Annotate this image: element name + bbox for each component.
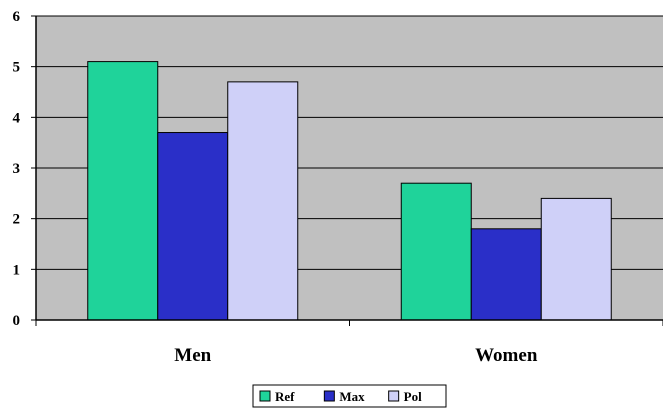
legend-label-max: Max — [339, 389, 365, 404]
axes — [31, 15, 663, 326]
legend-swatch-ref — [259, 390, 271, 402]
y-tick-label: 4 — [13, 110, 21, 126]
bar-max-men — [157, 132, 229, 321]
bar-ref-men — [87, 61, 159, 321]
legend-swatch-max — [323, 390, 335, 402]
y-tick-label: 0 — [13, 313, 21, 329]
category-label-women: Women — [475, 345, 538, 366]
y-tick-label: 1 — [13, 262, 21, 278]
y-tick-labels: 0 1 2 3 4 5 6 — [13, 9, 21, 329]
legend: Ref Max Pol — [252, 384, 447, 408]
y-tick-label: 5 — [13, 60, 21, 76]
y-tick-label: 2 — [13, 212, 21, 228]
bar-pol-men — [227, 81, 299, 321]
category-label-men: Men — [174, 345, 211, 366]
legend-label-pol: Pol — [404, 389, 422, 404]
legend-swatch-pol — [388, 390, 400, 402]
bar-pol-women — [540, 197, 612, 321]
y-tick-label: 6 — [13, 9, 21, 25]
legend-label-ref: Ref — [275, 389, 295, 404]
y-tick-label: 3 — [13, 161, 21, 177]
bars — [87, 61, 612, 321]
category-labels: Men Women — [174, 345, 538, 366]
bar-ref-women — [400, 182, 472, 321]
bar-max-women — [470, 228, 542, 321]
